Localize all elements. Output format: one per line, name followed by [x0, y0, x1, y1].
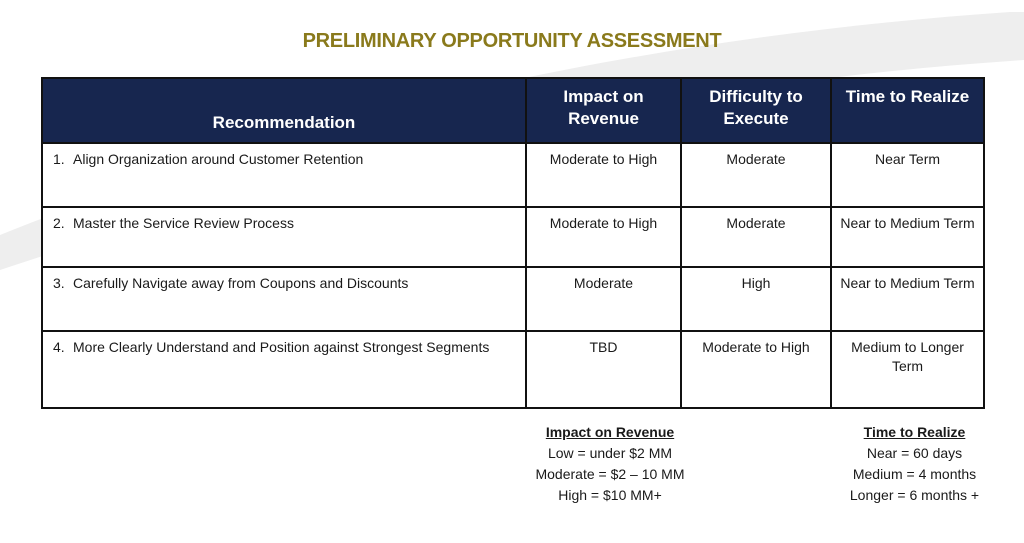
- header-recommendation: Recommendation: [41, 77, 527, 144]
- difficulty-cell: High: [680, 266, 832, 332]
- assessment-table: Recommendation Impact on Revenue Difficu…: [41, 77, 985, 409]
- legend-line: Near = 60 days: [866, 445, 963, 461]
- recommendation-text: Align Organization around Customer Reten…: [73, 151, 364, 167]
- time-cell: Near Term: [830, 142, 985, 208]
- recommendation-cell: 3. Carefully Navigate away from Coupons a…: [41, 266, 527, 332]
- legend-line: High = $10 MM+: [558, 487, 662, 503]
- impact-cell: TBD: [525, 330, 682, 409]
- difficulty-cell: Moderate: [680, 142, 832, 208]
- table-row: 3. Carefully Navigate away from Coupons a…: [41, 266, 985, 332]
- header-impact-on-revenue: Impact on Revenue: [525, 77, 682, 144]
- difficulty-cell: Moderate to High: [680, 330, 832, 409]
- recommendation-text: More Clearly Understand and Position aga…: [73, 339, 490, 355]
- legend-line: Medium = 4 months: [852, 466, 977, 482]
- table-row: 1. Align Organization around Customer Ret…: [41, 142, 985, 208]
- row-number: 1.: [53, 151, 65, 167]
- row-number: 2.: [53, 215, 65, 231]
- recommendation-text: Master the Service Review Process: [73, 215, 294, 231]
- time-to-realize-legend: Time to Realize Near = 60 days Medium = …: [822, 422, 1007, 506]
- legend-line: Longer = 6 months +: [849, 487, 980, 503]
- time-cell: Near to Medium Term: [830, 206, 985, 268]
- row-number: 3.: [53, 275, 65, 291]
- impact-on-revenue-legend: Impact on Revenue Low = under $2 MM Mode…: [505, 422, 715, 506]
- impact-cell: Moderate to High: [525, 206, 682, 268]
- time-cell: Near to Medium Term: [830, 266, 985, 332]
- page-title: PRELIMINARY OPPORTUNITY ASSESSMENT: [302, 30, 722, 52]
- table-row: 4. More Clearly Understand and Position a…: [41, 330, 985, 409]
- difficulty-cell: Moderate: [680, 206, 832, 268]
- recommendation-cell: 2. Master the Service Review Process: [41, 206, 527, 268]
- table-header-row: Recommendation Impact on Revenue Difficu…: [41, 77, 985, 144]
- legend-line: Low = under $2 MM: [547, 445, 673, 461]
- table-row: 2. Master the Service Review Process Mode…: [41, 206, 985, 268]
- recommendation-cell: 1. Align Organization around Customer Ret…: [41, 142, 527, 208]
- legend-line: Moderate = $2 – 10 MM: [535, 466, 685, 482]
- impact-cell: Moderate to High: [525, 142, 682, 208]
- recommendation-cell: 4. More Clearly Understand and Position a…: [41, 330, 527, 409]
- impact-cell: Moderate: [525, 266, 682, 332]
- legend-heading: Time to Realize: [863, 424, 966, 440]
- row-number: 4.: [53, 339, 65, 355]
- header-time-to-realize: Time to Realize: [830, 77, 985, 144]
- header-difficulty-to-execute: Difficulty to Execute: [680, 77, 832, 144]
- time-cell: Medium to Longer Term: [830, 330, 985, 409]
- recommendation-text: Carefully Navigate away from Coupons and…: [73, 275, 409, 291]
- legend-heading: Impact on Revenue: [545, 424, 675, 440]
